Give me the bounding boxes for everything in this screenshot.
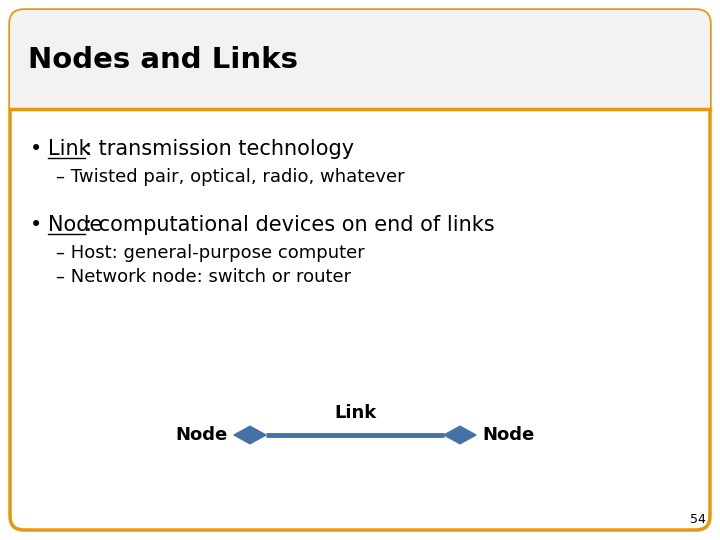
Text: Node: Node xyxy=(482,426,534,444)
Text: Node: Node xyxy=(48,215,102,235)
Text: : transmission technology: : transmission technology xyxy=(85,139,354,159)
Bar xyxy=(10,95,710,109)
Text: Link: Link xyxy=(334,404,376,422)
Text: – Twisted pair, optical, radio, whatever: – Twisted pair, optical, radio, whatever xyxy=(56,168,405,186)
Text: : computational devices on end of links: : computational devices on end of links xyxy=(85,215,495,235)
Polygon shape xyxy=(234,426,266,444)
FancyBboxPatch shape xyxy=(10,10,710,109)
Text: •: • xyxy=(30,139,42,159)
Polygon shape xyxy=(444,426,476,444)
Text: •: • xyxy=(30,215,42,235)
Text: Link: Link xyxy=(48,139,91,159)
FancyBboxPatch shape xyxy=(10,10,710,530)
Text: – Host: general-purpose computer: – Host: general-purpose computer xyxy=(56,244,365,262)
Text: 54: 54 xyxy=(690,513,706,526)
Text: Node: Node xyxy=(176,426,228,444)
Text: – Network node: switch or router: – Network node: switch or router xyxy=(56,268,351,286)
Text: Nodes and Links: Nodes and Links xyxy=(28,45,298,73)
